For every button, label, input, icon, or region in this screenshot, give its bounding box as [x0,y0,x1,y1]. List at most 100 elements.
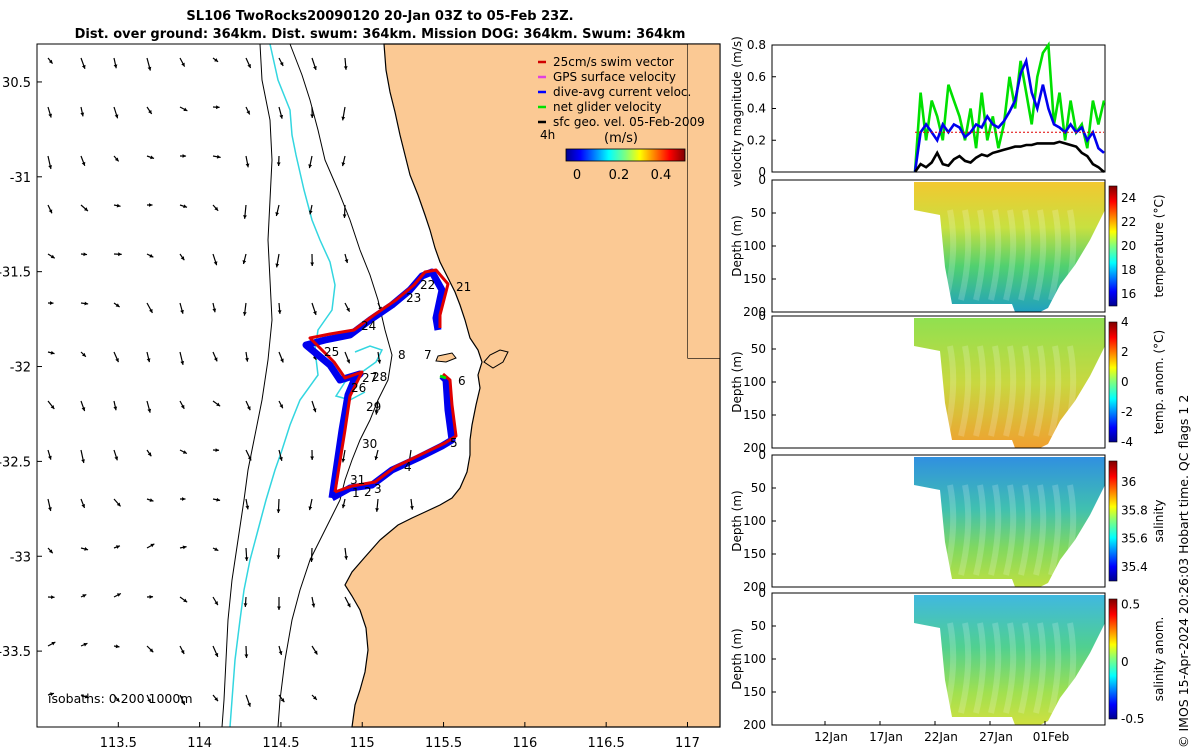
current-vector-head [115,644,120,649]
section-ytick-label: 100 [743,239,766,253]
current-vector-head [246,110,250,115]
waypoint-label: 24 [361,319,376,333]
current-vector-head [213,261,218,266]
current-vector-head [313,650,318,655]
section-streak [1003,209,1017,301]
section-streak [943,622,957,714]
colorbar-tick-label: 0 [573,168,581,183]
lat-tick-label: -31.5 [0,266,31,281]
waypoint-label: 7 [424,348,432,362]
section-streak [1048,345,1062,437]
section-streak [988,484,1002,576]
section-colorbar [1108,185,1118,307]
current-vector-head [280,358,284,363]
colorbar-tick-label: -4 [1121,435,1133,449]
current-vector-head [50,254,55,259]
section-streak [1048,622,1062,714]
colorbar-tick-label: -2 [1121,405,1133,419]
current-vector-head [114,157,119,162]
current-vector-head [148,203,153,207]
time-tick-label: 01Feb [1033,730,1070,744]
current-vector-head [313,65,317,70]
colorbar-tick-label: -0.5 [1121,712,1144,726]
section-streak [1018,345,1032,437]
current-vector-head [279,114,284,119]
current-vector-head [275,263,280,268]
current-vector-head [245,505,250,510]
waypoint-label: 6 [458,374,466,388]
current-vector-head [150,155,155,160]
waypoint-label: 8 [398,348,406,362]
current-vector-head [214,652,219,657]
section-colorbar [1108,598,1118,720]
current-vector-head [180,361,185,365]
current-vector-head [341,116,346,121]
colorbar-tick-label: 18 [1121,263,1136,277]
current-vector-head [114,456,119,461]
section-streak [1063,209,1077,301]
lat-tick-label: -31 [10,171,31,186]
current-vector-head [377,359,382,364]
lat-tick-label: -33.5 [0,645,31,660]
section-ytick-label: 200 [743,441,766,455]
map-lat-ticks: 30.5 -31 -31.5 -32 -32.5 -33 -33.5 [0,76,42,660]
section-panel: 0 50 100 150 200 Depth (m) -4 -2 0 2 4 temp. anom. … [730,309,1166,455]
current-vector-head [113,64,118,69]
current-vector-head [84,301,89,306]
waypoint-label: 4 [404,460,412,474]
current-vector-head [374,456,379,461]
current-vector-head [49,301,54,305]
colorbar-tick-label: 0.2 [609,168,630,183]
section-streak [1063,622,1077,714]
glider-track-green [439,374,447,380]
current-vector-head [182,154,187,158]
velocity-series-line [913,41,1106,173]
colorbar-tick-label: 16 [1121,287,1136,301]
section-streak [943,209,957,301]
section-streak [958,345,972,437]
section-colorbar-label: salinity anom. [1152,617,1166,702]
section-ytick-label: 50 [751,619,766,633]
current-vector-head [48,209,53,214]
section-field [914,182,1105,312]
section-streak [973,622,987,714]
current-vector-head [115,697,120,702]
section-streak [988,345,1002,437]
current-vector-head [280,698,285,703]
current-vector-head [84,694,89,699]
current-vector-head [346,307,350,312]
waypoint-label: 23 [406,291,421,305]
current-vector-head [214,58,219,62]
current-vector-head [48,113,52,118]
current-vector-head [181,497,186,501]
section-ytick-label: 150 [743,685,766,699]
current-vector-head [114,114,119,119]
section-streak [1048,484,1062,576]
current-vector-head [181,700,185,705]
isobath-200 [277,43,393,728]
section-ylabel: Depth (m) [730,215,744,276]
waypoint-label: 31 [350,473,365,487]
current-vector-head [116,203,121,208]
current-vector-head [147,698,151,703]
velocity-ytick-label: 0.2 [747,133,766,147]
waypoint-label: 2 [364,485,372,499]
current-vector-head [215,448,220,453]
lat-tick-label: 30.5 [2,76,31,91]
current-vector-head [183,107,188,111]
section-ytick-label: 0 [758,173,766,187]
colorbar-tick-label: 35.8 [1121,503,1148,517]
current-vector-head [147,66,152,71]
waypoint-label: 22 [420,278,435,292]
legend-entry: dive-avg current veloc. [553,85,691,99]
current-vector-head [276,509,281,513]
current-vector-head [341,504,346,509]
section-ytick-label: 200 [743,305,766,319]
current-vector-head [242,311,247,316]
current-vector-head [346,359,351,364]
current-vector-head [180,256,185,261]
glider-track-red [308,268,458,494]
section-streak [1033,345,1047,437]
current-vector-head [216,154,221,159]
